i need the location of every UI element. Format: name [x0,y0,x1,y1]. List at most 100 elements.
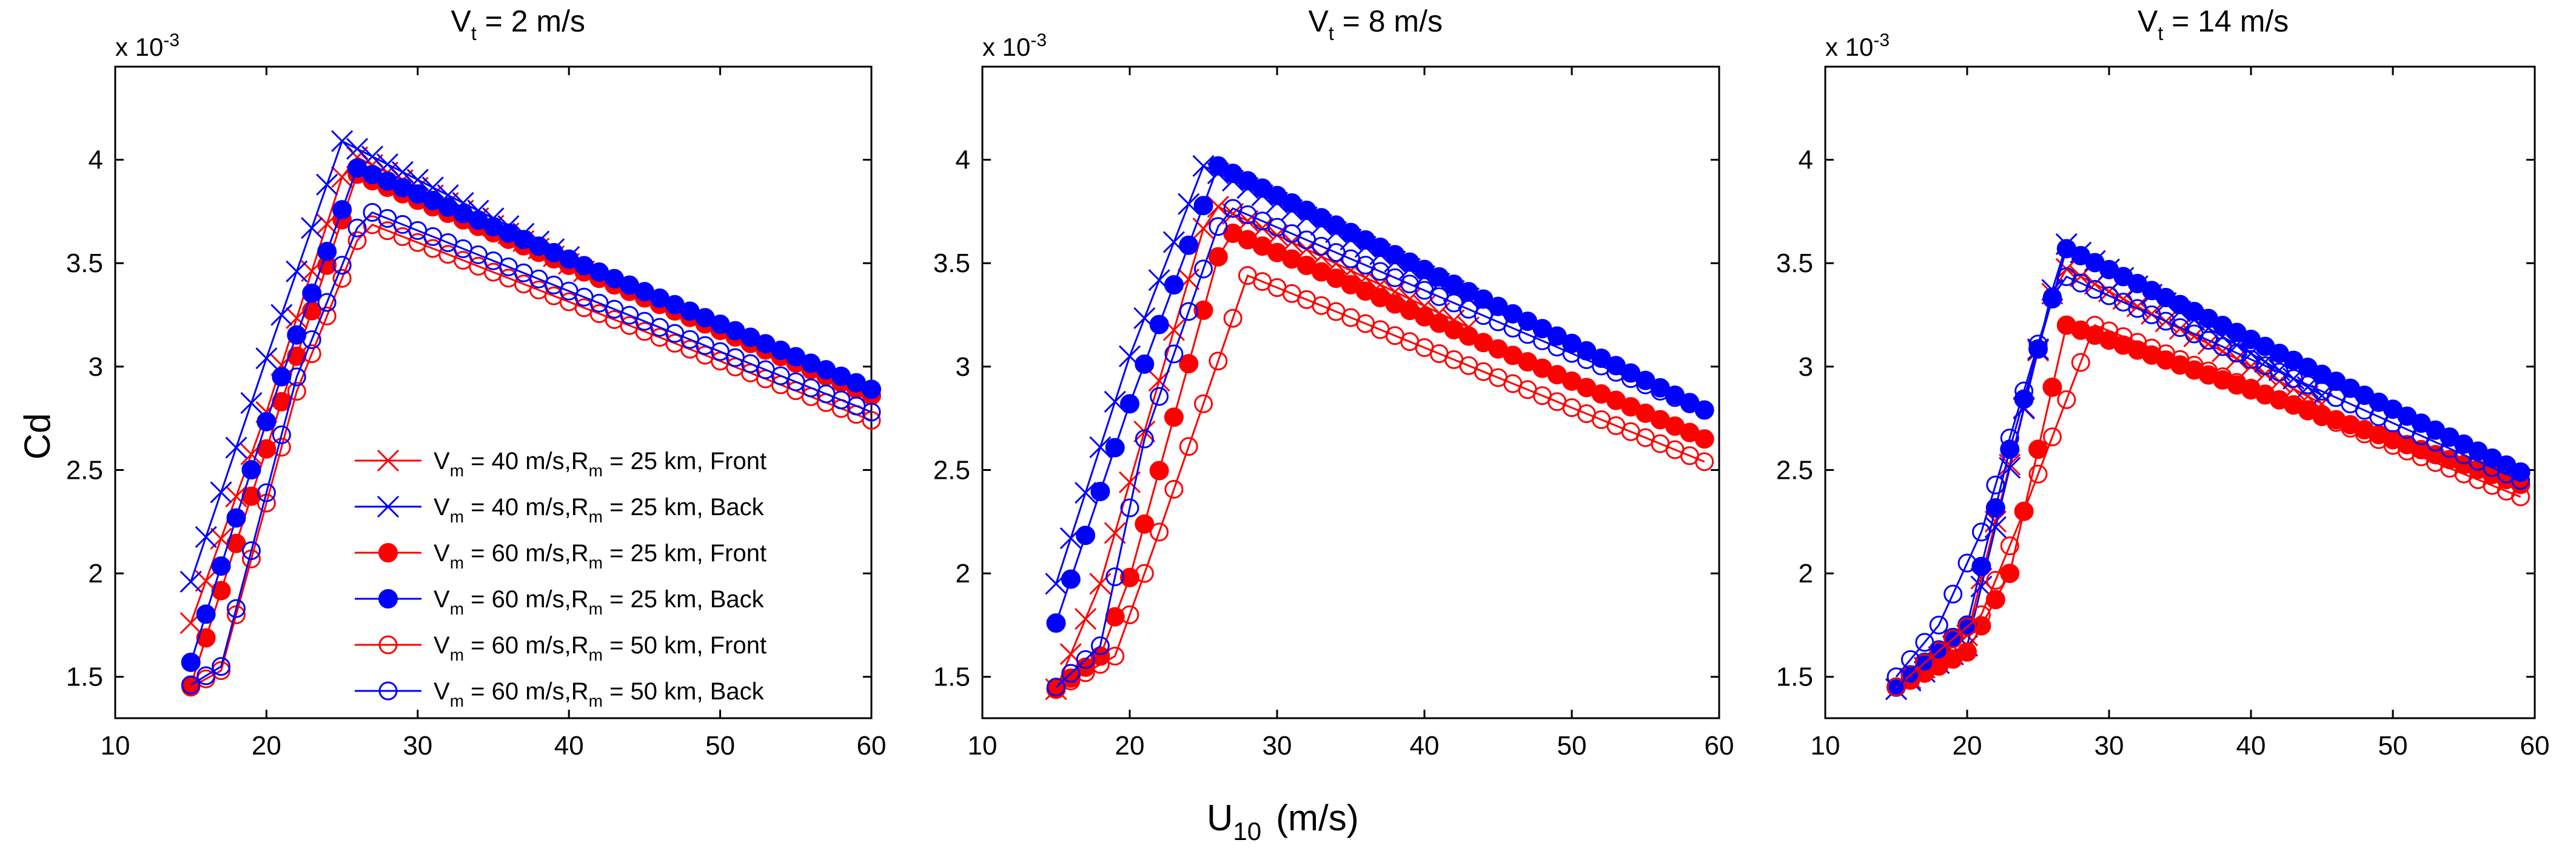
data-point [2042,287,2062,307]
data-point [1915,653,1934,673]
data-point [181,652,201,672]
x-tick-label: 30 [2095,731,2124,761]
data-point [241,541,261,561]
data-point [1076,663,1095,682]
legend-swatch-marker [378,635,398,655]
legend-entry: Vm = 60 m/s,Rm = 50 km, Front [434,632,766,664]
data-point [317,293,337,312]
series-line [1055,274,1705,690]
data-point [1223,308,1243,328]
x-tick-label: 20 [1115,731,1145,761]
y-tick-label: 2.5 [933,455,970,485]
data-point [1090,481,1110,501]
data-point [1971,605,1991,624]
data-point [1076,525,1096,545]
legend-swatch-marker [377,495,400,518]
data-point [1957,642,1977,662]
data-point [1149,461,1169,481]
data-point [346,138,369,160]
legend-entry: Vm = 60 m/s,Rm = 50 km, Back [434,678,765,710]
data-point [1075,608,1097,630]
data-point [1061,664,1081,683]
data-point [1887,667,1906,687]
data-point [2028,464,2048,484]
data-point [272,367,292,387]
x-tick-label: 50 [2378,731,2408,761]
chart-panel-1: Vt = 2 m/s x 10-3 10 20 30 40 50 60 1.5 2 2.5 3 3.5 4… [66,4,887,761]
data-point [257,483,276,502]
data-point [1150,522,1169,542]
data-point [287,367,306,387]
legend-swatch-marker [378,543,398,562]
data-point [1680,394,1699,413]
data-point [1179,354,1199,374]
data-point [195,525,217,548]
legend-entry: Vm = 60 m/s,Rm = 25 km, Front [434,540,766,572]
series-6 [181,202,881,695]
data-point [1193,300,1213,320]
data-point [1135,564,1154,583]
data-point [1104,522,1126,544]
data-point [317,241,337,261]
data-point [862,379,881,399]
chart-title: Vt = 2 m/s [451,4,585,44]
data-point [179,570,202,593]
data-point [1194,259,1213,279]
data-point [1105,647,1125,666]
data-point [270,304,293,326]
x-tick-label: 60 [1705,731,1734,761]
data-point [1089,573,1112,595]
x-tick-label: 10 [968,731,998,761]
data-point [332,268,352,288]
x-tick-label: 40 [1410,731,1440,761]
data-point [1944,584,1963,604]
data-point [286,260,308,282]
data-point [1985,498,2005,518]
x-axis-label-main: U [1207,798,1233,838]
data-point [347,231,367,250]
y-tick-label: 2 [956,559,970,588]
data-point [1061,569,1081,589]
series-6 [1887,267,2531,687]
x-tick-label: 30 [1263,731,1292,761]
legend-entry: Vm = 60 m/s,Rm = 25 km, Back [434,586,765,618]
x-tick-label: 20 [1953,731,1982,761]
y-axis-label: Cd [17,413,58,460]
data-point [211,556,231,576]
data-point [272,425,291,444]
series-5 [1047,266,1714,699]
y-tick-label: 3.5 [933,248,970,278]
data-point [2057,390,2076,409]
y-tick-label: 2.5 [1776,455,1813,485]
data-point [1135,354,1155,374]
data-point [196,628,216,648]
x-axis-label-sub: 10 [1233,817,1261,845]
data-point [196,604,216,624]
data-point [1133,420,1156,443]
x-tick-label: 20 [252,731,281,761]
data-point [301,217,323,239]
data-point [2070,265,2092,288]
x-tick-label: 10 [1811,731,1840,761]
y-tick-label: 3 [1799,352,1813,382]
data-point [1971,522,1991,542]
data-point [1090,636,1110,656]
data-point [1900,665,1920,685]
data-point [347,218,367,238]
series-3 [1046,223,1714,699]
data-point [331,130,354,152]
data-point [287,382,306,401]
data-point [1120,394,1139,414]
y-scale-factor: x 10-3 [982,30,1047,61]
data-point [1120,498,1139,518]
data-point [1076,650,1095,669]
data-point [1120,605,1139,624]
y-tick-label: 2 [89,559,103,588]
data-point [302,344,321,364]
y-tick-label: 4 [89,145,103,175]
data-point [2000,428,2019,448]
chart-title: Vt = 14 m/s [2138,4,2289,44]
data-point [1135,514,1155,534]
data-point [1135,429,1154,448]
